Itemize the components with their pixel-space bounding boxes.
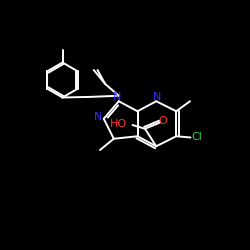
Text: Cl: Cl xyxy=(192,132,202,142)
Text: N: N xyxy=(113,92,122,102)
Text: N: N xyxy=(94,112,102,122)
Text: HO: HO xyxy=(110,119,128,129)
Text: N: N xyxy=(152,92,161,102)
Text: O: O xyxy=(159,116,168,126)
